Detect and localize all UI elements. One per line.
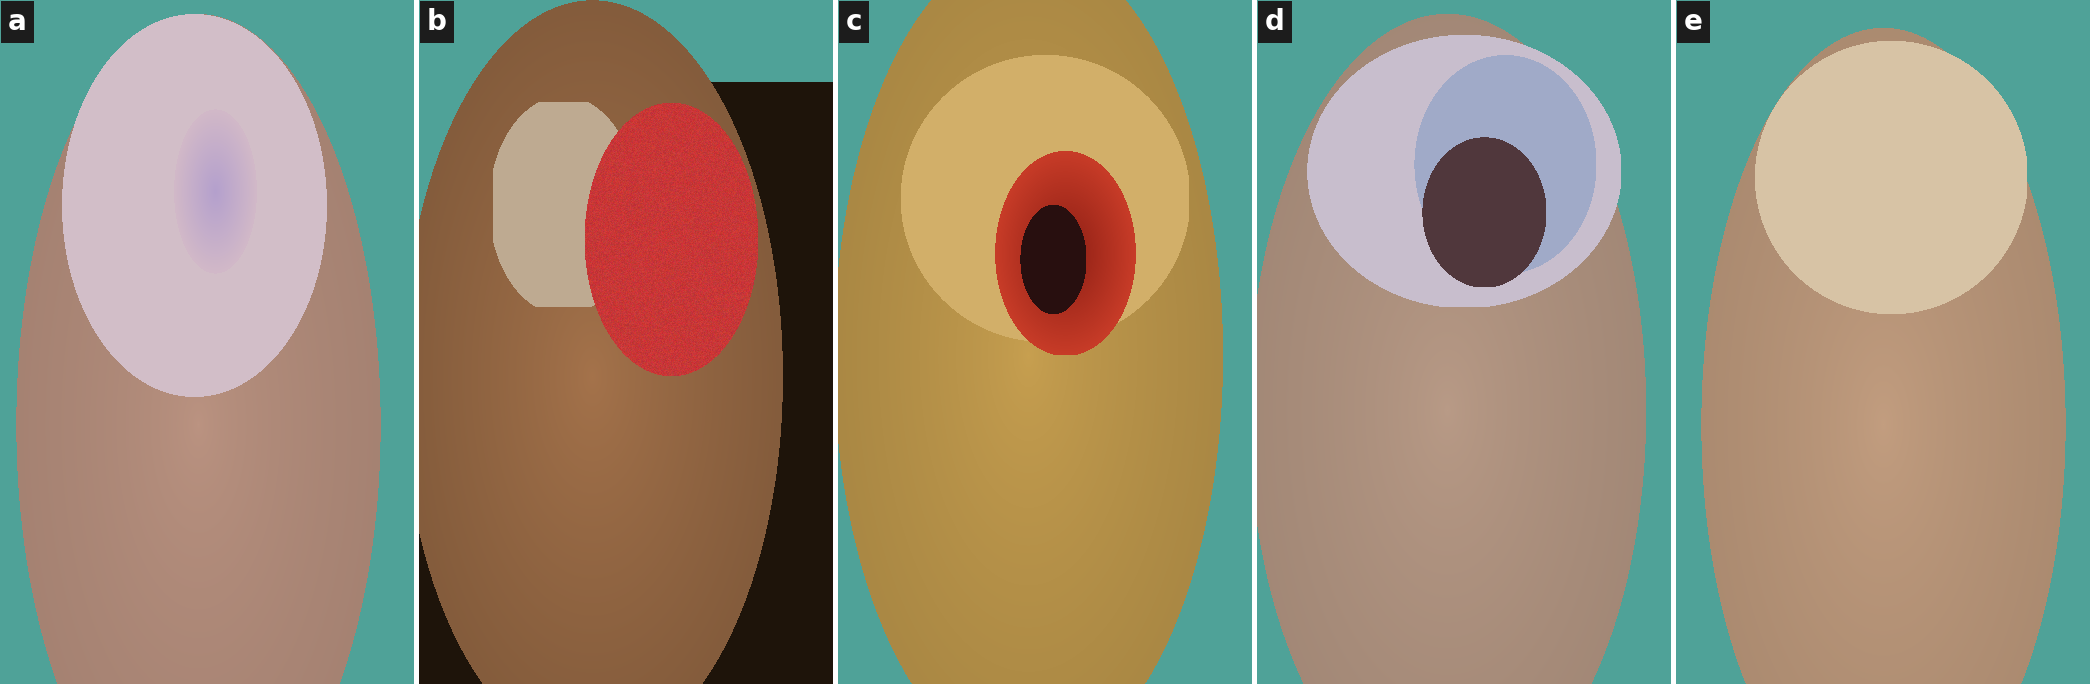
Text: c: c [845,8,862,36]
Bar [833,0,839,684]
Text: b: b [427,8,448,36]
Text: a: a [8,8,27,36]
Text: e: e [1684,8,1703,36]
Text: d: d [1266,8,1284,36]
Bar [1251,0,1257,684]
Bar [1672,0,1676,684]
Bar [414,0,418,684]
